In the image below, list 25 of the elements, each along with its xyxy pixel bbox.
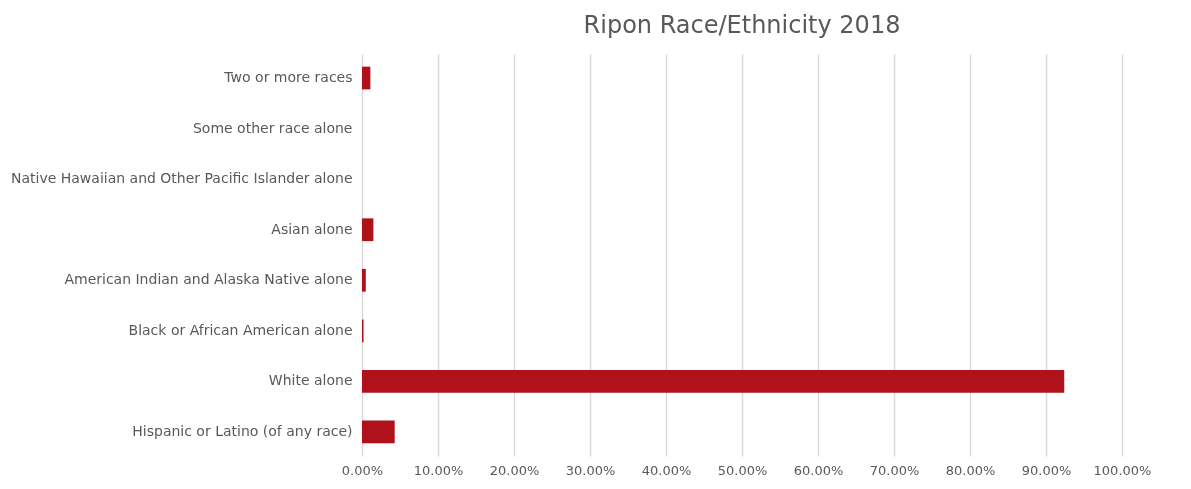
chart-title: Ripon Race/Ethnicity 2018 xyxy=(583,11,901,39)
x-tick-label: 70.00% xyxy=(869,462,920,478)
bar xyxy=(362,268,366,292)
bar xyxy=(362,218,374,242)
bar xyxy=(362,370,1065,393)
x-tick-label: 10.00% xyxy=(413,462,464,478)
y-tick-label: Native Hawaiian and Other Pacific Islander alone xyxy=(10,170,353,187)
x-tick-label: 0.00% xyxy=(341,462,384,478)
x-tick-label: 90.00% xyxy=(1021,462,1072,478)
y-tick-label: Hispanic or Latino (of any race) xyxy=(132,422,353,439)
y-tick-label: Black or African American alone xyxy=(128,321,353,338)
x-tick-label: 60.00% xyxy=(793,462,844,478)
y-tick-label: White alone xyxy=(268,372,353,389)
x-tick-label: 100.00% xyxy=(1093,462,1152,478)
y-tick-label: Two or more races xyxy=(223,69,353,86)
x-tick-label: 50.00% xyxy=(717,462,768,478)
x-tick-label: 40.00% xyxy=(641,462,692,478)
x-tick-label: 20.00% xyxy=(489,462,540,478)
x-tick-label: 80.00% xyxy=(945,462,996,478)
y-tick-label: American Indian and Alaska Native alone xyxy=(64,271,353,288)
bar xyxy=(362,66,371,90)
y-tick-label: Asian alone xyxy=(271,220,353,237)
y-tick-label: Some other race alone xyxy=(192,119,353,136)
bar xyxy=(362,420,395,444)
x-tick-label: 30.00% xyxy=(565,462,616,478)
